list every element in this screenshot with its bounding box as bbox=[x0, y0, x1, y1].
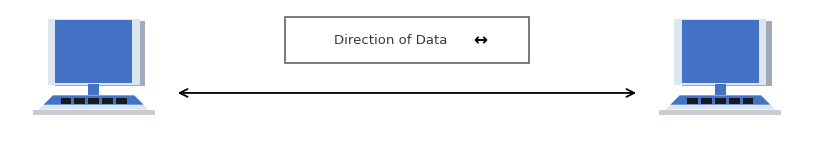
Bar bbox=[33, 110, 155, 115]
Bar bbox=[682, 21, 772, 86]
Bar bbox=[687, 98, 698, 104]
Bar bbox=[659, 110, 781, 115]
Text: Direction of Data: Direction of Data bbox=[334, 34, 448, 46]
Bar bbox=[75, 98, 85, 104]
Bar bbox=[743, 98, 754, 104]
Bar bbox=[729, 98, 739, 104]
Bar bbox=[47, 19, 140, 85]
Bar bbox=[61, 98, 72, 104]
Bar bbox=[55, 20, 132, 83]
Polygon shape bbox=[671, 95, 770, 105]
Bar bbox=[682, 20, 759, 83]
Bar bbox=[88, 84, 99, 95]
Bar bbox=[285, 17, 529, 63]
Bar bbox=[116, 98, 127, 104]
Bar bbox=[716, 98, 726, 104]
Polygon shape bbox=[39, 95, 148, 110]
Polygon shape bbox=[44, 95, 143, 105]
Bar bbox=[702, 98, 711, 104]
Bar bbox=[89, 98, 99, 104]
Bar bbox=[716, 84, 726, 95]
Bar bbox=[55, 21, 145, 86]
Bar bbox=[674, 19, 766, 85]
Text: ↔: ↔ bbox=[473, 31, 488, 49]
Polygon shape bbox=[666, 95, 775, 110]
Bar bbox=[103, 98, 112, 104]
